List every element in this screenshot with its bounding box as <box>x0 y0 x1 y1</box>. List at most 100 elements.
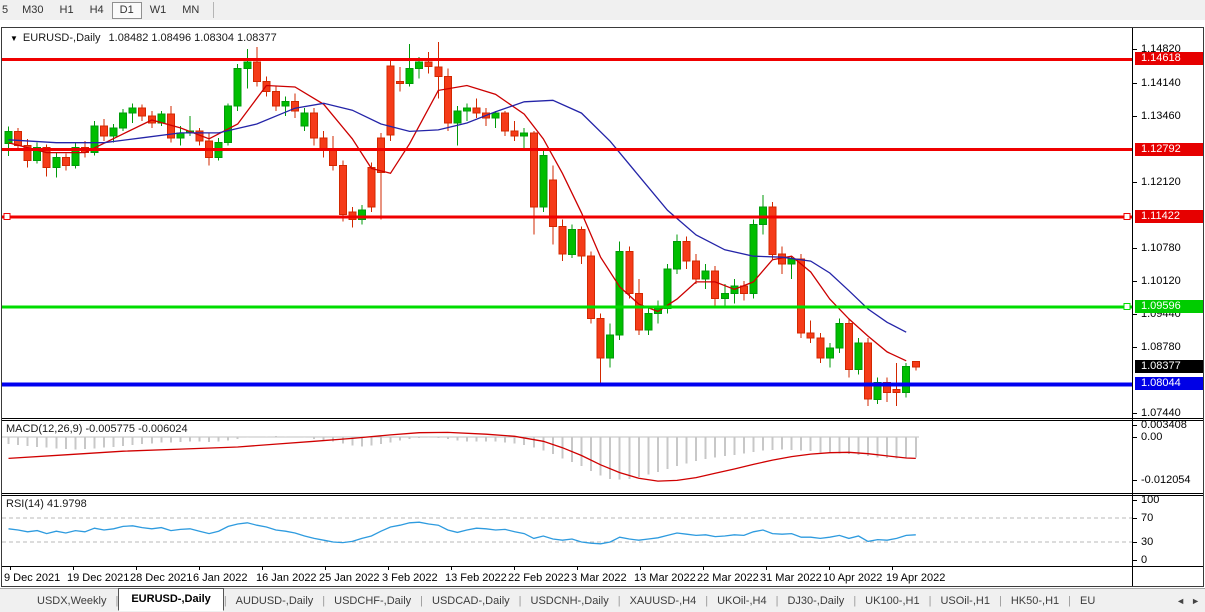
line-price-label: 1.11422 <box>1135 210 1203 223</box>
tab-ukoil-h4[interactable]: UKOil-,H4 <box>717 594 767 607</box>
timeframe-button-h4[interactable]: H4 <box>89 4 104 16</box>
candle-body <box>109 127 118 137</box>
date-tick-mark <box>262 567 263 570</box>
timeframe-toolbar: 5 M30 H1 H4 D1 W1 MN <box>0 0 1205 20</box>
date-tick-mark <box>514 567 515 570</box>
candle-body <box>682 240 691 262</box>
candle-body <box>701 270 710 280</box>
tab-separator: | <box>1068 594 1071 607</box>
candle-body <box>338 164 347 216</box>
candle-body <box>90 125 99 154</box>
tab-separator: | <box>998 594 1002 607</box>
candle-body <box>128 107 137 114</box>
chart-title: ▼ EURUSD-,Daily 1.08482 1.08496 1.08304 1.… <box>10 32 277 44</box>
date-tick-label: 3 Mar 2022 <box>571 572 627 584</box>
candle-body <box>100 125 108 137</box>
date-axis[interactable]: 9 Dec 2021 19 Dec 2021 28 Dec 2021 6 Jan 20… <box>2 566 1203 586</box>
macd-tick-label: 0.003408 <box>1133 419 1187 431</box>
candle-body <box>396 81 405 85</box>
chart-ohlc-readout: 1.08482 1.08496 1.08304 1.08377 <box>108 32 277 44</box>
candle-body <box>825 347 834 359</box>
tab-separator: | <box>518 594 522 607</box>
scroll-right-icon[interactable]: ► <box>1191 596 1200 606</box>
chart-window: 1.14820 1.14140 1.13460 1.12120 1.10780 1.101… <box>1 27 1204 587</box>
macd-tick-label: -0.012054 <box>1133 474 1191 486</box>
price-tick-label: 1.10120 <box>1133 275 1181 287</box>
line-handle[interactable] <box>1123 303 1131 311</box>
slow-moving-average-line[interactable] <box>8 99 907 333</box>
rsi-plot[interactable] <box>2 496 1132 566</box>
date-tick-label: 13 Feb 2022 <box>445 572 507 584</box>
candle-body <box>377 137 385 173</box>
candle-body <box>491 112 500 119</box>
candlestick-plot[interactable] <box>2 28 1132 418</box>
candle-body <box>252 61 261 82</box>
price-tick-label: 1.14140 <box>1133 77 1181 89</box>
tab-separator: | <box>322 594 326 607</box>
timeframe-button-5[interactable]: 5 <box>2 4 9 16</box>
timeframe-button-w1[interactable]: W1 <box>149 4 167 16</box>
candle-body <box>625 250 634 295</box>
candle-body <box>501 112 510 132</box>
timeframe-button-m30[interactable]: M30 <box>22 4 44 16</box>
horizontal-level-line[interactable] <box>2 148 1132 151</box>
scroll-left-icon[interactable]: ◄ <box>1176 596 1186 606</box>
tab-usdcnh-daily[interactable]: USDCNH-,Daily <box>530 594 609 607</box>
pane-separator[interactable] <box>2 493 1203 496</box>
date-tick-label: 6 Jan 2022 <box>193 572 248 584</box>
candle-body <box>797 258 806 334</box>
macd-plot[interactable] <box>2 421 1132 493</box>
tab-overflow-truncated[interactable]: EU <box>1079 594 1096 607</box>
candle-body <box>453 110 462 124</box>
horizontal-level-line[interactable] <box>2 382 1132 387</box>
price-axis[interactable]: 1.14820 1.14140 1.13460 1.12120 1.10780 1.101… <box>1133 28 1205 586</box>
horizontal-level-line[interactable] <box>2 305 1132 309</box>
horizontal-level-line[interactable] <box>2 215 1132 219</box>
line-price-label: 1.08044 <box>1135 377 1203 390</box>
price-tick-label: 1.12120 <box>1133 176 1181 188</box>
tab-separator: | <box>853 594 857 607</box>
candle-body <box>4 130 13 145</box>
rsi-tick-label: 70 <box>1133 512 1153 524</box>
candle-body <box>568 229 576 255</box>
candle-body <box>472 107 481 114</box>
macd-signal-line <box>8 431 916 482</box>
candle-body <box>692 260 701 280</box>
horizontal-level-line[interactable] <box>2 58 1132 61</box>
candle-body <box>424 61 433 68</box>
tab-eurusd-daily[interactable]: EURUSD-,Daily <box>118 587 224 611</box>
timeframe-button-h1[interactable]: H1 <box>59 4 74 16</box>
candle-body <box>577 229 586 257</box>
tab-dj30-daily[interactable]: DJ30-,Daily <box>787 594 845 607</box>
date-tick-mark <box>388 567 389 570</box>
candle-body <box>243 61 252 70</box>
candle-body <box>520 132 529 137</box>
line-handle[interactable] <box>3 213 11 221</box>
line-handle[interactable] <box>1123 213 1131 221</box>
tab-usoil-h1[interactable]: USOil-,H1 <box>940 594 990 607</box>
candle-body <box>281 100 290 107</box>
tab-separator: | <box>420 594 424 607</box>
tab-audusd-daily[interactable]: AUDUSD-,Daily <box>235 594 314 607</box>
date-tick-label: 3 Feb 2022 <box>382 572 438 584</box>
price-tick-label: 1.07440 <box>1133 407 1181 419</box>
tab-usdcad-daily[interactable]: USDCAD-,Daily <box>432 594 510 607</box>
candle-body <box>596 317 605 359</box>
date-tick-mark <box>10 567 11 570</box>
date-tick-mark <box>892 567 893 570</box>
pane-separator[interactable] <box>2 418 1203 421</box>
timeframe-button-mn[interactable]: MN <box>182 4 200 16</box>
tab-usdchf-daily[interactable]: USDCHF-,Daily <box>334 594 412 607</box>
tab-xauusd-h4[interactable]: XAUUSD-,H4 <box>629 594 697 607</box>
timeframe-button-d1[interactable]: D1 <box>111 1 142 19</box>
tab-usdx-weekly[interactable]: USDX,Weekly <box>37 594 107 607</box>
candle-body <box>52 157 61 168</box>
tab-separator: | <box>705 594 709 607</box>
tab-uk100-h1[interactable]: UK100-,H1 <box>865 594 920 607</box>
tab-hk50-h1[interactable]: HK50-,H1 <box>1010 594 1060 607</box>
rsi-tick-label: 0 <box>1133 554 1147 566</box>
date-tick-label: 16 Jan 2022 <box>256 572 317 584</box>
collapse-triangle-icon[interactable]: ▼ <box>10 34 18 43</box>
date-tick-mark <box>829 567 830 570</box>
candle-body <box>42 147 51 168</box>
